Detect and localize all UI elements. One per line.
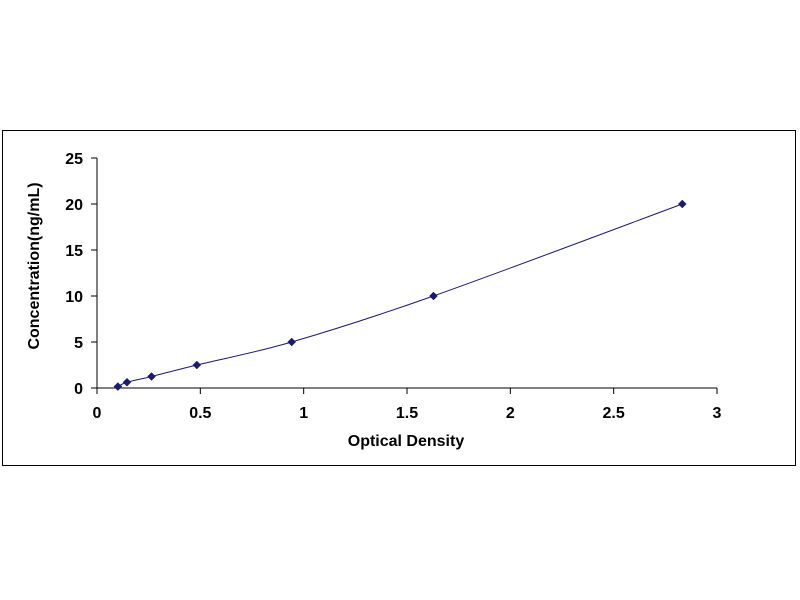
data-point bbox=[429, 291, 438, 301]
y-tick-label: 10 bbox=[65, 289, 83, 306]
data-points bbox=[113, 199, 687, 391]
x-axis-title: Optical Density bbox=[348, 433, 465, 450]
data-point bbox=[677, 199, 687, 209]
x-tick-label: 0 bbox=[93, 405, 102, 422]
data-point bbox=[113, 382, 123, 391]
x-tick-label: 2.5 bbox=[603, 405, 625, 422]
trend-line bbox=[117, 203, 683, 388]
data-point bbox=[192, 360, 202, 370]
axes: 0 5 10 15 20 25 0 0.5 1 1.5 2 2.5 3 bbox=[65, 151, 721, 422]
y-tick-label: 20 bbox=[65, 197, 83, 214]
x-tick-label: 0.5 bbox=[189, 405, 211, 422]
x-tick-label: 3 bbox=[713, 405, 722, 422]
y-tick-label: 0 bbox=[74, 381, 83, 398]
data-point bbox=[122, 377, 132, 387]
x-tick-label: 1 bbox=[299, 405, 308, 422]
y-axis-title: Concentration(ng/mL) bbox=[26, 182, 43, 349]
data-point bbox=[287, 337, 297, 347]
chart-frame bbox=[2, 130, 796, 466]
x-tick-label: 1.5 bbox=[396, 405, 418, 422]
y-tick-label: 5 bbox=[74, 335, 83, 352]
x-tick-label: 2 bbox=[506, 405, 515, 422]
y-tick-label: 15 bbox=[65, 243, 83, 260]
y-tick-label: 25 bbox=[65, 151, 83, 168]
fitted-curve bbox=[117, 203, 683, 388]
data-point bbox=[147, 372, 156, 381]
